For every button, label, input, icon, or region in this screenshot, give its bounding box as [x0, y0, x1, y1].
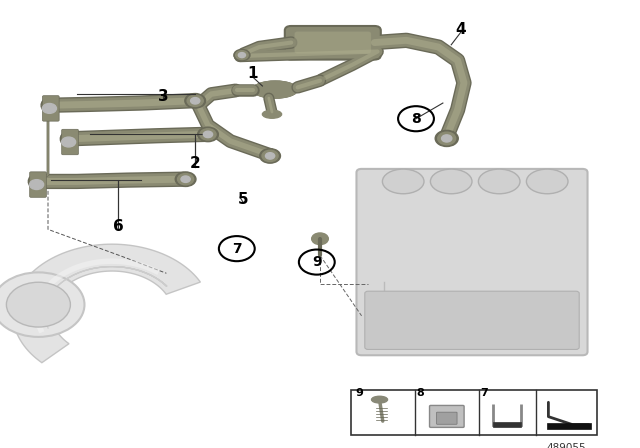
Text: 7: 7 [480, 388, 488, 398]
Circle shape [187, 95, 204, 107]
Circle shape [0, 272, 84, 337]
Circle shape [262, 150, 278, 162]
FancyBboxPatch shape [429, 405, 464, 427]
Circle shape [438, 132, 456, 145]
Ellipse shape [430, 169, 472, 194]
Text: 7: 7 [232, 241, 242, 256]
Ellipse shape [527, 169, 568, 194]
Circle shape [42, 103, 56, 113]
Circle shape [175, 172, 196, 186]
Circle shape [61, 137, 76, 147]
Ellipse shape [262, 110, 282, 118]
Ellipse shape [253, 81, 298, 98]
Text: 3: 3 [158, 89, 168, 104]
Circle shape [234, 49, 250, 61]
FancyBboxPatch shape [365, 291, 579, 349]
Text: 8: 8 [411, 112, 421, 126]
Circle shape [266, 153, 275, 159]
Circle shape [204, 131, 212, 138]
Polygon shape [13, 244, 200, 363]
Circle shape [236, 51, 248, 60]
FancyBboxPatch shape [61, 129, 78, 155]
Circle shape [177, 173, 194, 185]
Ellipse shape [253, 81, 298, 98]
Text: 2: 2 [190, 156, 200, 171]
Circle shape [29, 180, 44, 190]
Circle shape [238, 52, 246, 58]
Text: 8: 8 [416, 388, 424, 398]
FancyBboxPatch shape [493, 422, 521, 427]
Circle shape [435, 130, 458, 146]
Circle shape [185, 94, 205, 108]
Text: 489055: 489055 [547, 443, 586, 448]
Ellipse shape [479, 169, 520, 194]
Circle shape [442, 135, 452, 142]
Ellipse shape [372, 396, 388, 403]
Ellipse shape [383, 169, 424, 194]
Circle shape [312, 233, 328, 245]
Circle shape [6, 282, 70, 327]
Text: 4: 4 [456, 22, 466, 37]
Text: 9: 9 [312, 255, 322, 269]
FancyBboxPatch shape [351, 390, 597, 435]
Text: 9: 9 [356, 388, 364, 398]
Circle shape [200, 129, 216, 140]
Text: 5: 5 [238, 192, 248, 207]
FancyBboxPatch shape [29, 172, 46, 197]
Ellipse shape [251, 83, 293, 96]
Text: 1: 1 [248, 66, 258, 82]
FancyBboxPatch shape [547, 423, 591, 429]
FancyBboxPatch shape [285, 26, 381, 60]
Circle shape [260, 149, 280, 163]
Text: 6: 6 [113, 219, 124, 234]
Circle shape [181, 176, 190, 182]
Circle shape [191, 98, 200, 104]
FancyBboxPatch shape [294, 31, 371, 54]
FancyBboxPatch shape [356, 169, 588, 355]
FancyBboxPatch shape [42, 96, 59, 121]
Circle shape [198, 127, 218, 142]
FancyBboxPatch shape [436, 412, 457, 424]
